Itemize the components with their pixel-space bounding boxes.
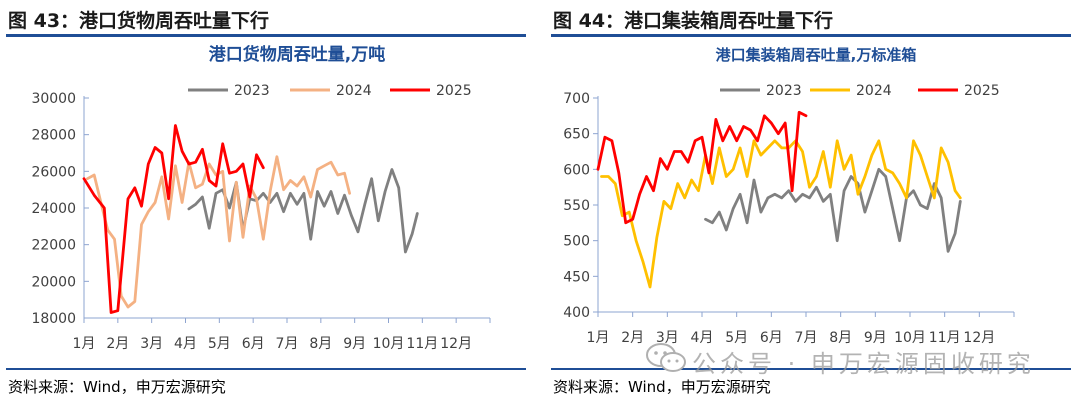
x-tick-label: 12月 <box>440 336 472 352</box>
legend-item-2024: 2024 <box>290 83 372 99</box>
chart-title: 港口集装箱周吞吐量,万标准箱 <box>716 46 917 64</box>
x-tick-label: 10月 <box>894 330 926 346</box>
legend-item-2023: 2023 <box>188 83 270 99</box>
x-tick-label: 11月 <box>929 330 961 346</box>
x-tick-label: 4月 <box>691 330 714 346</box>
y-tick-label: 550 <box>563 198 590 214</box>
legend-label: 2023 <box>766 83 802 99</box>
panel-port-container: 图 44：港口集装箱周吞吐量下行 港口集装箱周吞吐量,万标准箱 2023 2024 2… <box>545 0 1080 406</box>
container-chart: 港口集装箱周吞吐量,万标准箱 2023 2024 2025 400 450 500 550 60… <box>563 46 1015 346</box>
legend-label: 2023 <box>234 83 270 99</box>
x-tick-label: 4月 <box>174 336 197 352</box>
series-line-2023 <box>187 168 419 254</box>
watermark: 公众号 · 申万宏源固收研究 <box>640 338 1060 378</box>
legend-item-2023: 2023 <box>720 83 802 99</box>
x-tick-label: 3月 <box>656 330 679 346</box>
y-tick-label: 650 <box>563 127 590 143</box>
chart-title: 港口货物周吞吐量,万吨 <box>209 44 385 65</box>
x-tick-label: 11月 <box>406 336 438 352</box>
cargo-chart: 港口货物周吞吐量,万吨 2023 2024 2025 18000 20000 22000 24… <box>31 44 491 352</box>
x-tick-label: 7月 <box>276 336 299 352</box>
x-tick-label: 7月 <box>795 330 818 346</box>
panel-title: 图 44：港口集装箱周吞吐量下行 <box>553 10 834 32</box>
x-tick-label: 3月 <box>140 336 163 352</box>
x-tick-label: 1月 <box>587 330 610 346</box>
y-tick-label: 30000 <box>31 91 76 107</box>
x-tick-label: 9月 <box>343 336 366 352</box>
x-tick-label: 6月 <box>760 330 783 346</box>
y-tick-label: 500 <box>563 234 590 250</box>
x-tick-label: 9月 <box>864 330 887 346</box>
x-tick-label: 2月 <box>106 336 129 352</box>
x-tick-label: 8月 <box>309 336 332 352</box>
wechat-icon <box>646 343 686 372</box>
y-tick-label: 24000 <box>31 201 76 217</box>
panel-port-cargo: 图 43：港口货物周吞吐量下行 港口货物周吞吐量,万吨 2023 2024 2025 1… <box>0 0 535 406</box>
legend-item-2025: 2025 <box>390 83 472 99</box>
x-tick-label: 1月 <box>73 336 96 352</box>
y-tick-label: 20000 <box>31 274 76 290</box>
y-tick-label: 26000 <box>31 164 76 180</box>
legend-item-2025: 2025 <box>918 83 1000 99</box>
x-tick-label: 10月 <box>373 336 405 352</box>
y-tick-label: 18000 <box>31 311 76 327</box>
series-line-2025 <box>82 124 265 314</box>
legend-item-2024: 2024 <box>810 83 892 99</box>
source-rule <box>551 368 1071 370</box>
y-tick-label: 700 <box>563 91 590 107</box>
x-tick-label: 12月 <box>963 330 995 346</box>
y-tick-label: 400 <box>563 305 590 321</box>
x-tick-label: 8月 <box>829 330 852 346</box>
title-rule <box>551 34 1071 37</box>
x-tick-label: 6月 <box>242 336 265 352</box>
y-tick-label: 22000 <box>31 238 76 254</box>
panel-title: 图 43：港口货物周吞吐量下行 <box>8 10 270 32</box>
watermark-text: 公众号 · 申万宏源固收研究 <box>692 350 1035 378</box>
series-line-2025 <box>596 110 808 225</box>
title-rule <box>6 34 526 37</box>
legend-label: 2025 <box>436 83 472 99</box>
y-tick-label: 450 <box>563 269 590 285</box>
series-line-2024 <box>600 139 962 289</box>
x-tick-label: 5月 <box>725 330 748 346</box>
legend-label: 2024 <box>336 83 372 99</box>
source-note: 资料来源：Wind，申万宏源研究 <box>553 378 771 396</box>
series-line-2023 <box>704 167 962 253</box>
legend-label: 2024 <box>856 83 892 99</box>
legend-label: 2025 <box>964 83 1000 99</box>
x-tick-label: 5月 <box>208 336 231 352</box>
x-tick-label: 2月 <box>621 330 644 346</box>
y-tick-label: 28000 <box>31 128 76 144</box>
source-rule <box>6 368 526 370</box>
source-note: 资料来源：Wind，申万宏源研究 <box>8 378 226 396</box>
y-tick-label: 600 <box>563 162 590 178</box>
